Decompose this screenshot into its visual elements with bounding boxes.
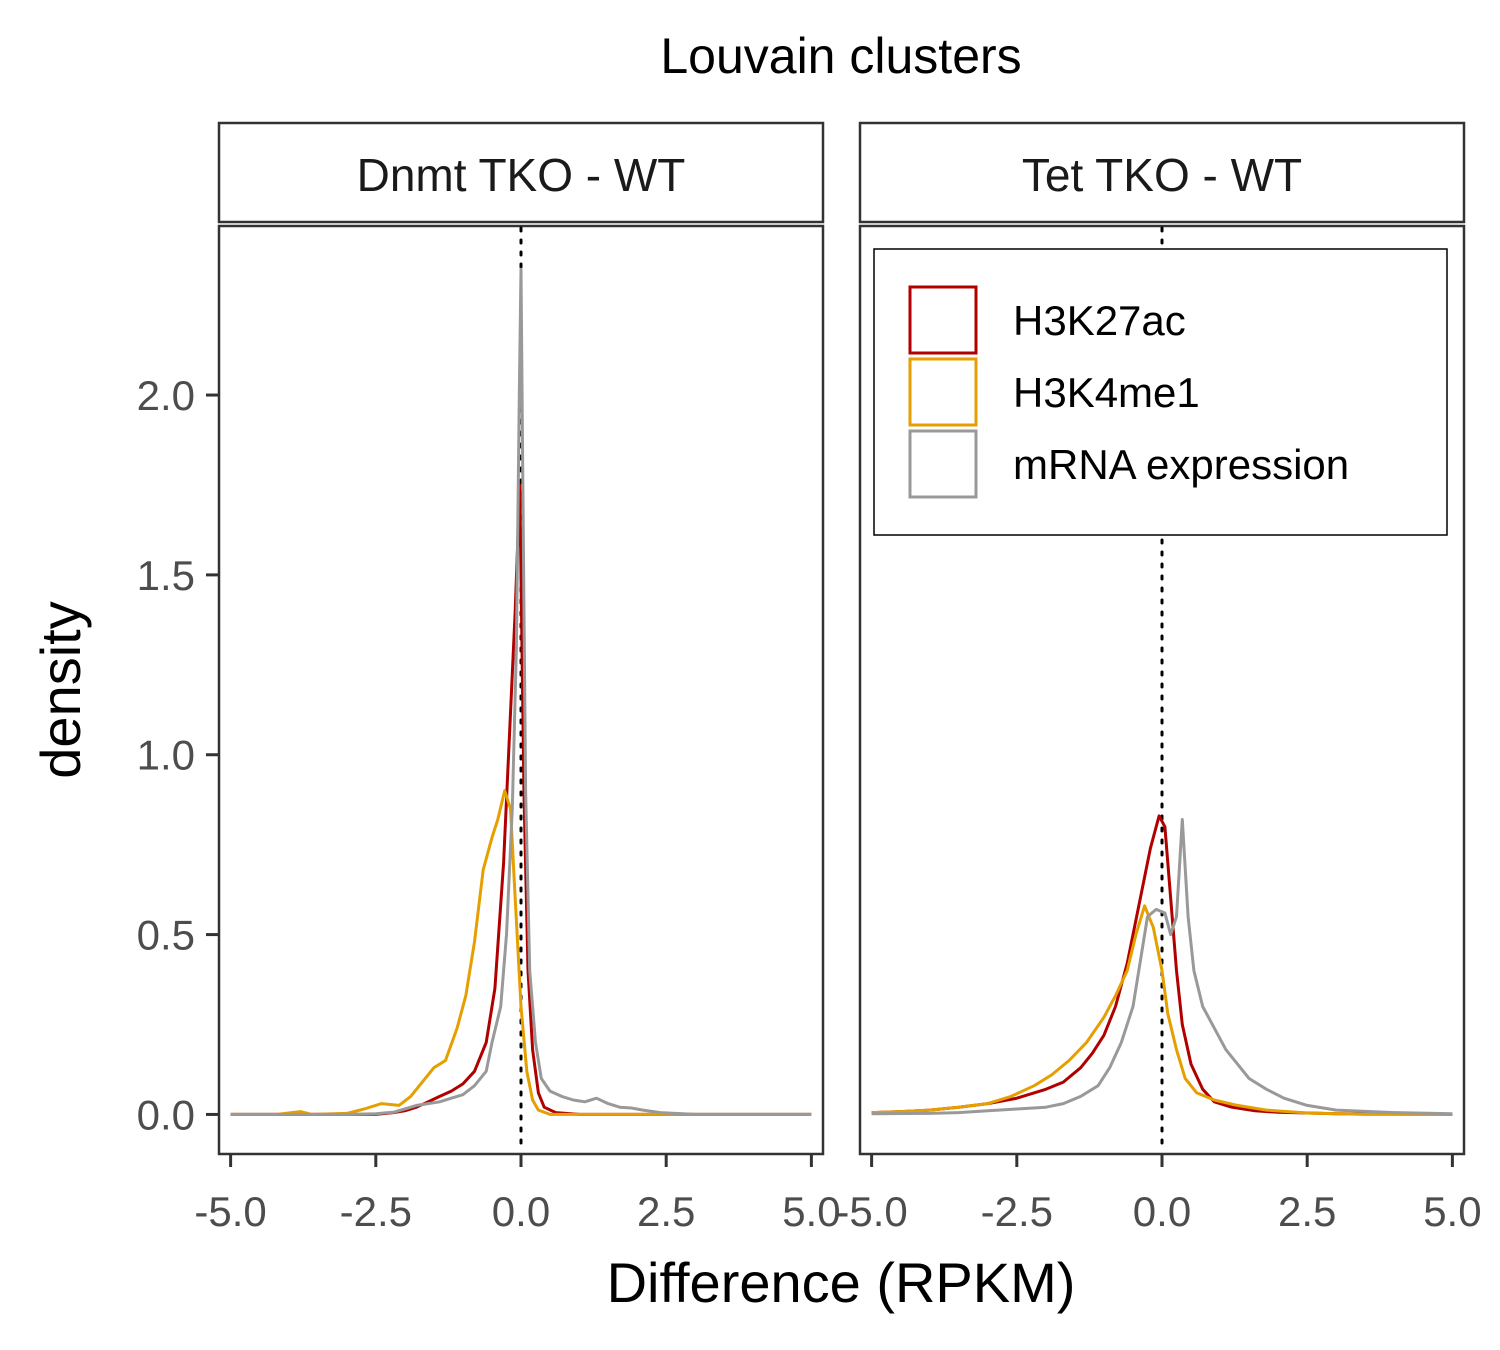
legend-label: H3K4me1 bbox=[1013, 369, 1200, 416]
legend-label: mRNA expression bbox=[1013, 441, 1349, 488]
series-line-mrna-expression bbox=[230, 267, 812, 1116]
y-tick-label: 0.0 bbox=[137, 1091, 195, 1138]
legend: H3K27ac H3K4me1 mRNA expression bbox=[873, 248, 1448, 536]
x-tick-label: -5.0 bbox=[835, 1188, 907, 1235]
facet-strip-label: Dnmt TKO - WT bbox=[357, 149, 686, 201]
x-tick-label: 2.5 bbox=[637, 1188, 695, 1235]
series-line-h3k27ac bbox=[871, 814, 1453, 1116]
x-tick-label: 2.5 bbox=[1278, 1188, 1336, 1235]
legend-key bbox=[908, 429, 978, 499]
x-tick-label: 0.0 bbox=[492, 1188, 550, 1235]
facet-panel-1: Dnmt TKO - WT -5.0 -2.5 0.0 2.5 5.0 bbox=[194, 121, 841, 1235]
y-axis: 0.0 0.5 1.0 1.5 2.0 bbox=[137, 372, 219, 1138]
y-tick-label: 0.5 bbox=[137, 912, 195, 959]
series-line-mrna-expression bbox=[871, 818, 1453, 1116]
x-tick-label: -2.5 bbox=[981, 1188, 1053, 1235]
legend-key bbox=[908, 357, 978, 427]
x-tick-label: 0.0 bbox=[1133, 1188, 1191, 1235]
x-axis-title: Difference (RPKM) bbox=[607, 1251, 1076, 1314]
y-tick-label: 2.0 bbox=[137, 372, 195, 419]
y-tick-label: 1.0 bbox=[137, 732, 195, 779]
legend-label: H3K27ac bbox=[1013, 297, 1186, 344]
x-tick-label: 5.0 bbox=[782, 1188, 840, 1235]
legend-key bbox=[908, 285, 978, 355]
facet-panel-2: Tet TKO - WT -5.0 -2.5 0.0 2.5 5.0 bbox=[835, 121, 1482, 1235]
series-line-h3k4me1 bbox=[871, 904, 1453, 1116]
x-tick-label: -5.0 bbox=[194, 1188, 266, 1235]
y-axis-title: density bbox=[29, 601, 92, 778]
facet-strip bbox=[858, 121, 1466, 224]
facet-strip bbox=[217, 121, 825, 224]
y-tick-label: 1.5 bbox=[137, 552, 195, 599]
x-tick-label: 5.0 bbox=[1423, 1188, 1481, 1235]
series-line-h3k4me1 bbox=[230, 789, 812, 1116]
series-line-h3k27ac bbox=[230, 483, 812, 1116]
facet-strip-label: Tet TKO - WT bbox=[1022, 149, 1302, 201]
chart-title: Louvain clusters bbox=[660, 28, 1021, 84]
x-tick-label: -2.5 bbox=[340, 1188, 412, 1235]
